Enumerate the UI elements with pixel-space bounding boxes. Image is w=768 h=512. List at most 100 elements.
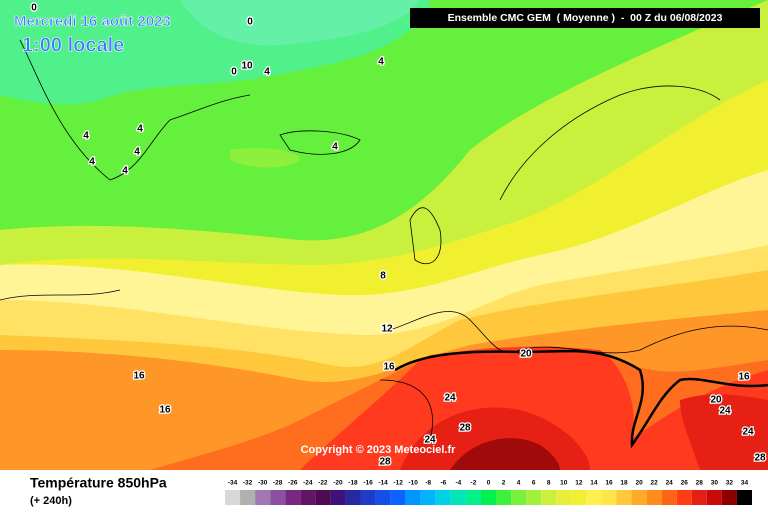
scale-swatch — [300, 490, 316, 505]
scale-label: 24 — [666, 480, 674, 487]
contour-label: 16 — [738, 372, 750, 383]
scale-label: -34 — [228, 480, 238, 487]
scale-swatch — [240, 490, 256, 505]
scale-label: 4 — [517, 480, 521, 487]
scale-label: -16 — [363, 480, 373, 487]
scale-swatch — [556, 490, 572, 505]
scale-swatch — [450, 490, 466, 505]
color-scale: -34 -32 -30 -28 -26 -24 -22 -20 -18 -16 -14 -12 -10-… — [225, 480, 752, 505]
scale-label: -8 — [425, 480, 431, 487]
contour-labels: 0001044444444812161616201620242428242824… — [30, 1, 767, 469]
footer-subtitle: (+ 240h) — [30, 495, 72, 507]
copyright: Copyright © 2023 Meteociel.fr — [301, 444, 457, 456]
scale-swatch — [345, 490, 361, 505]
map — [0, 0, 768, 470]
scale-swatch — [390, 490, 406, 505]
footer-title: Température 850hPa — [30, 475, 167, 491]
scale-swatch — [435, 490, 451, 505]
contour-label: 4 — [264, 67, 270, 78]
contour-label: 20 — [710, 395, 722, 406]
scale-label: 20 — [635, 480, 643, 487]
scale-swatch — [601, 490, 617, 505]
contour-label: 4 — [122, 166, 128, 177]
model-bar — [410, 8, 760, 28]
scale-swatch — [360, 490, 376, 505]
scale-swatch — [571, 490, 587, 505]
contour-label: 4 — [134, 147, 140, 158]
scale-label: -6 — [440, 480, 446, 487]
scale-label: -2 — [471, 480, 477, 487]
contour-label: 0 — [247, 17, 253, 28]
scale-swatch — [541, 490, 557, 505]
scale-swatch — [420, 490, 436, 505]
contour-label: 24 — [424, 435, 436, 446]
scale-label: -10 — [409, 480, 419, 487]
scale-label: -30 — [258, 480, 268, 487]
scale-swatch — [586, 490, 602, 505]
scale-swatch — [330, 490, 346, 505]
contour-label: 16 — [133, 371, 145, 382]
scale-swatch — [511, 490, 527, 505]
contour-label: 8 — [380, 271, 386, 282]
scale-swatch — [691, 490, 707, 505]
contour-label: 12 — [381, 324, 393, 335]
scale-label: 16 — [605, 480, 613, 487]
scale-label: 28 — [696, 480, 704, 487]
contour-label: 4 — [137, 124, 143, 135]
scale-label: -32 — [243, 480, 253, 487]
contour-label: 20 — [520, 349, 532, 360]
contour-label: 16 — [383, 362, 395, 373]
model-info: Ensemble CMC GEM ( Moyenne ) - 00 Z du 0… — [448, 12, 723, 24]
scale-label: -24 — [303, 480, 313, 487]
scale-swatch — [285, 490, 301, 505]
scale-label: 12 — [575, 480, 583, 487]
scale-label: 34 — [741, 480, 749, 487]
contour-label: 28 — [379, 457, 391, 468]
scale-label: -26 — [288, 480, 298, 487]
scale-label: -18 — [348, 480, 358, 487]
contour-label: 16 — [159, 405, 171, 416]
scale-swatch — [315, 490, 331, 505]
contour-label: 4 — [83, 131, 89, 142]
scale-swatch — [646, 490, 662, 505]
scale-label: -4 — [455, 480, 461, 487]
scale-swatch — [721, 490, 737, 505]
scale-swatch — [375, 490, 391, 505]
scale-label: -28 — [273, 480, 283, 487]
contour-label: 28 — [459, 423, 471, 434]
contour-label: 28 — [754, 453, 766, 464]
contour-label: 24 — [444, 393, 456, 404]
scale-swatch — [616, 490, 632, 505]
scale-swatch — [706, 490, 722, 505]
scale-label: 26 — [681, 480, 689, 487]
scale-label: 18 — [620, 480, 628, 487]
scale-label: 22 — [651, 480, 659, 487]
scale-swatch — [496, 490, 512, 505]
scale-swatch — [465, 490, 481, 505]
scale-label: -20 — [333, 480, 343, 487]
scale-swatch — [405, 490, 421, 505]
scale-label: -12 — [393, 480, 403, 487]
scale-label: 32 — [726, 480, 734, 487]
scale-label: 30 — [711, 480, 719, 487]
scale-swatch — [676, 490, 692, 505]
scale-label: 2 — [502, 480, 506, 487]
scale-label: -22 — [318, 480, 328, 487]
contour-label: 0 — [31, 3, 37, 14]
contour-label: 0 — [231, 67, 237, 78]
scale-label: 8 — [547, 480, 551, 487]
scale-label: 10 — [560, 480, 568, 487]
scale-swatch — [631, 490, 647, 505]
scale-label: -14 — [378, 480, 388, 487]
scale-swatch — [255, 490, 271, 505]
scale-swatch — [661, 490, 677, 505]
contour-label: 4 — [332, 142, 338, 153]
contour-label: 10 — [241, 61, 253, 72]
scale-label: 0 — [487, 480, 491, 487]
scale-swatch — [526, 490, 542, 505]
scale-label: 6 — [532, 480, 536, 487]
valid-time: 1:00 locale — [22, 34, 124, 56]
scale-swatch — [270, 490, 286, 505]
scale-label: 14 — [590, 480, 598, 487]
